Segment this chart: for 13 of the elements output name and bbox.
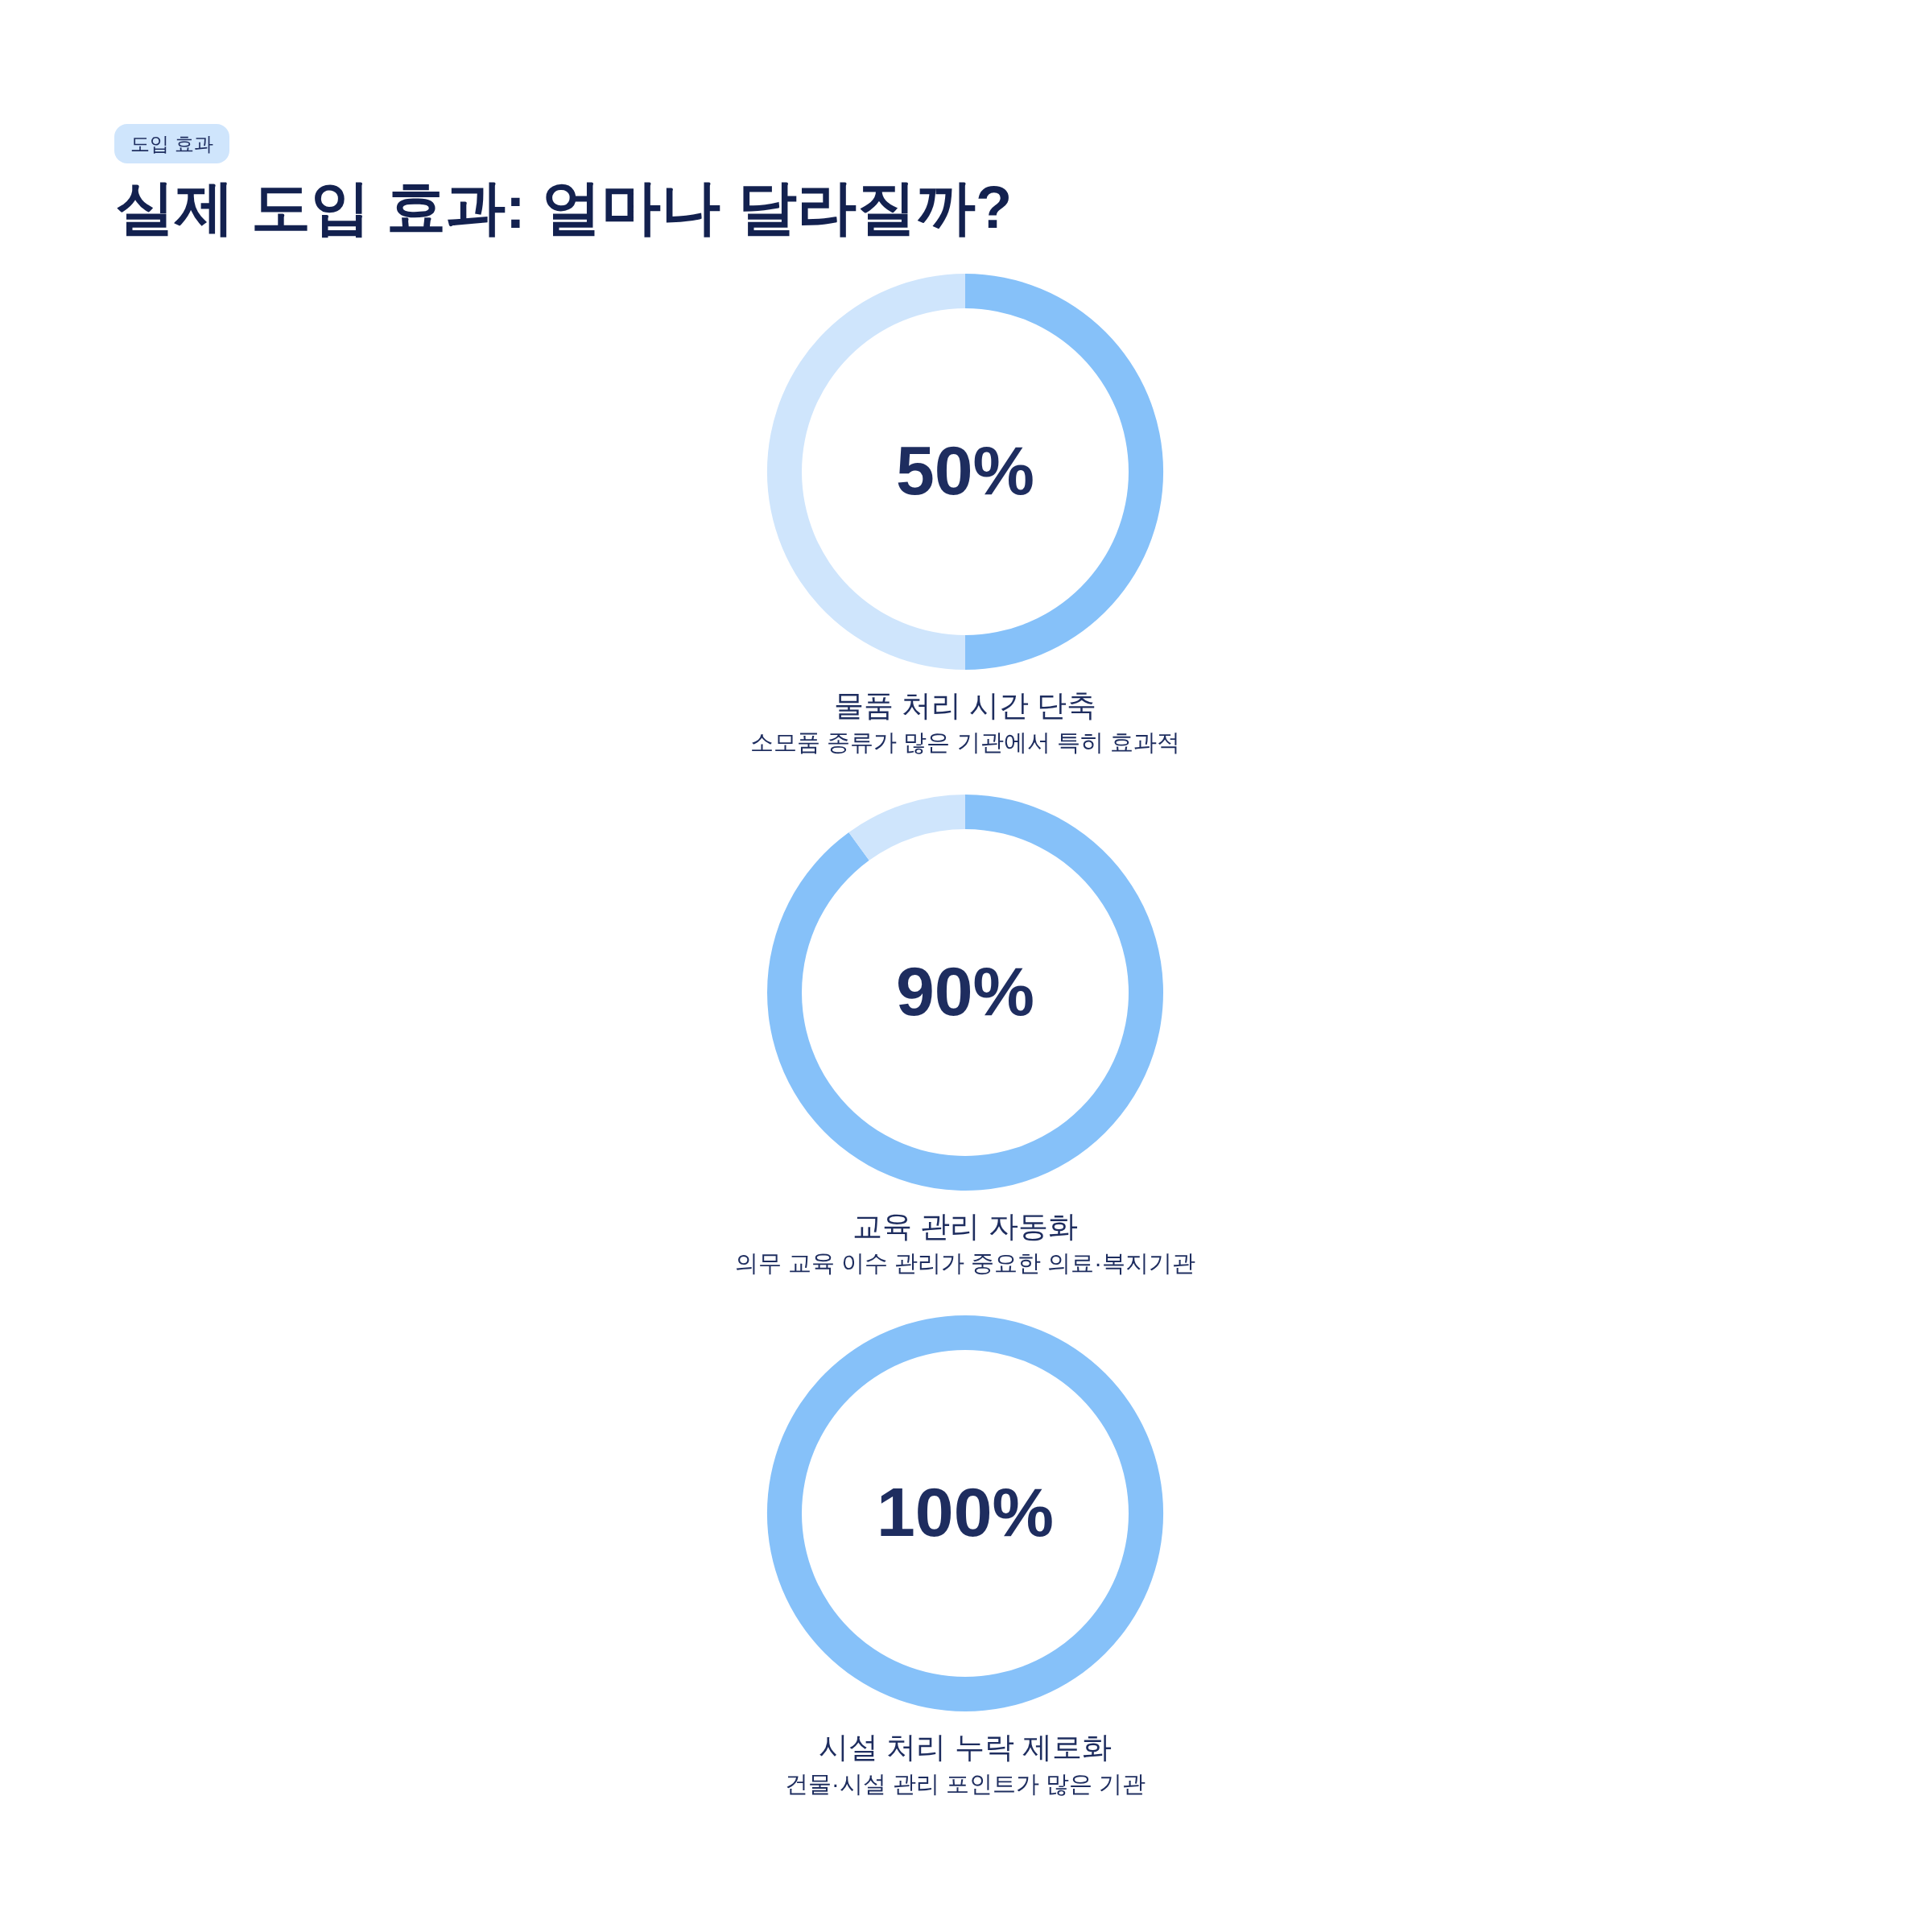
text: 실제 도입 효과: 얼마나 달라질까? [115, 173, 1013, 242]
text: 교육 관리 자동화 [852, 1210, 1078, 1243]
donut-slice [767, 795, 1163, 1191]
text: 소모품 종류가 많은 기관에서 특히 효과적 [750, 729, 1180, 755]
data-label: 90% [895, 952, 1035, 1030]
data-label: 100% [877, 1473, 1054, 1550]
text: 물품 처리 시간 단축 [833, 689, 1097, 722]
text: 도입 효과 [114, 124, 229, 163]
text: 시설 처리 누락 제로화 [819, 1731, 1112, 1764]
text: 의무 교육 이수 관리가 중요한 의료·복지기관 [735, 1250, 1195, 1276]
text: 건물·시설 관리 포인트가 많은 기관 [785, 1771, 1146, 1797]
donut-slice [848, 795, 965, 861]
data-label: 50% [895, 431, 1035, 509]
